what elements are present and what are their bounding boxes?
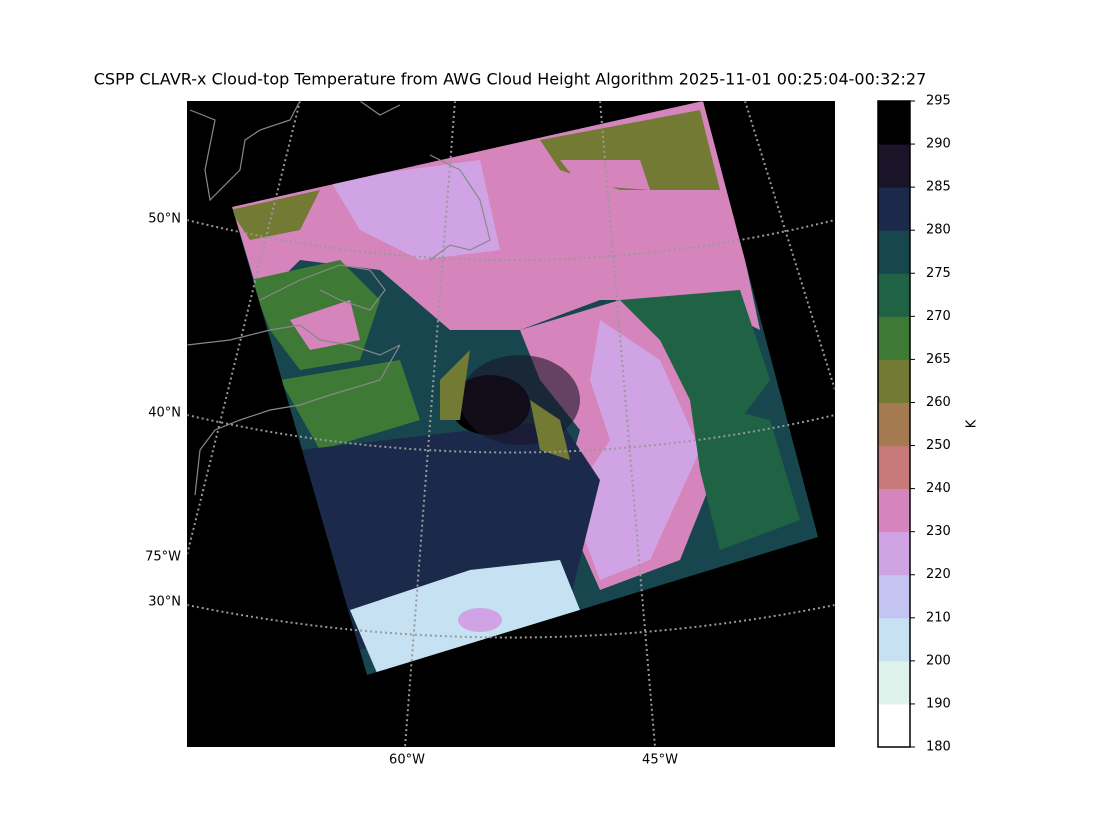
- lat-label: 30°N: [148, 595, 181, 610]
- colorbar-segment: [878, 316, 910, 360]
- colorbar-tick-label: 270: [926, 309, 951, 324]
- colorbar-segment: [878, 445, 910, 490]
- lon-label: 60°W: [389, 753, 425, 768]
- colorbar-tick-label: 260: [926, 395, 951, 410]
- colorbar-tick-label: 285: [926, 180, 951, 195]
- colorbar-frame: [877, 100, 911, 748]
- colorbar-tick-label: 220: [926, 567, 951, 582]
- colorbar-segment: [878, 144, 910, 188]
- map-panel: [187, 101, 835, 747]
- colorbar-segment: [878, 531, 910, 576]
- title: CSPP CLAVR-x Cloud-top Temperature from …: [94, 70, 927, 89]
- colorbar-segment: [878, 617, 910, 662]
- colorbar-tick-label: 200: [926, 653, 951, 668]
- colorbar-tick-label: 230: [926, 524, 951, 539]
- colorbar-tick-label: 240: [926, 481, 951, 496]
- colorbar-segment: [878, 273, 910, 317]
- colorbar-label: K: [965, 419, 980, 428]
- colorbar-tick-label: 180: [926, 740, 951, 755]
- colorbar-segment: [878, 359, 910, 403]
- lon-label: 75°W: [145, 550, 181, 565]
- colorbar-tick-label: 295: [926, 94, 951, 109]
- colorbar-segment: [878, 488, 910, 533]
- colorbar-segment: [878, 703, 910, 748]
- lat-label: 40°N: [148, 406, 181, 421]
- lon-label: 45°W: [642, 753, 678, 768]
- cloud-swath: [232, 101, 818, 675]
- colorbar-tick-label: 280: [926, 223, 951, 238]
- colorbar-tick-label: 275: [926, 266, 951, 281]
- colorbar-tick-label: 290: [926, 137, 951, 152]
- colorbar-tick-label: 210: [926, 610, 951, 625]
- colorbar-segment: [878, 574, 910, 619]
- colorbar-segment: [878, 101, 910, 145]
- colorbar-segment: [878, 402, 910, 447]
- colorbar-segment: [878, 230, 910, 274]
- lat-label: 50°N: [148, 212, 181, 227]
- colorbar-tick-label: 250: [926, 438, 951, 453]
- colorbar-segment: [878, 660, 910, 705]
- colorbar-segment: [878, 187, 910, 231]
- colorbar-tick-label: 190: [926, 696, 951, 711]
- colorbar: 180 190 200 210 220 230 240 250 260 265 270 275 280 2…: [877, 94, 951, 755]
- colorbar-tick-label: 265: [926, 352, 951, 367]
